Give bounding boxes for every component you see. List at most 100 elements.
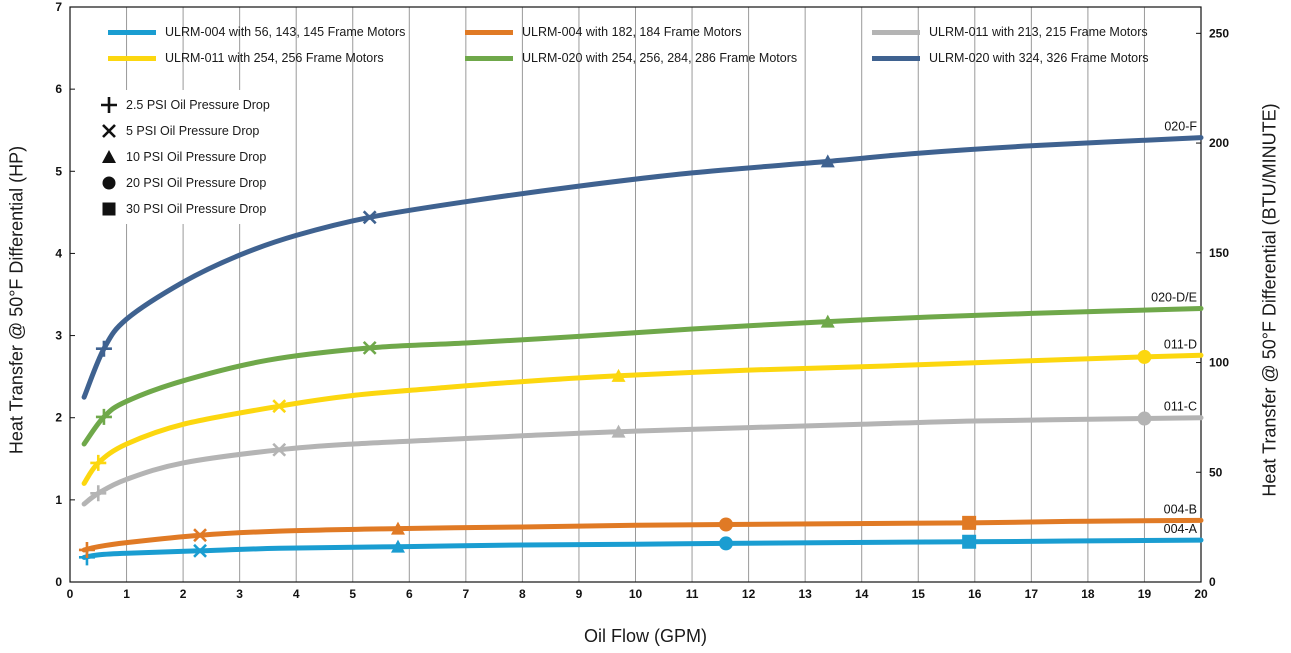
marker-cross-1 xyxy=(193,543,207,558)
marker-plus-21 xyxy=(95,340,112,357)
y-axis-label-left: Heat Transfer @ 50°F Differential (HP) xyxy=(2,0,32,653)
x-tick-label-18: 18 xyxy=(1081,587,1095,601)
y2-tick-label-0: 0 xyxy=(1209,575,1216,589)
y2-tick-label-2: 100 xyxy=(1209,356,1229,370)
legend-label-3: ULRM-011 with 254, 256 Frame Motors xyxy=(165,51,384,65)
marker-cross-6 xyxy=(193,528,207,543)
series-end-label-3: 011-D xyxy=(1164,337,1197,351)
plus-icon xyxy=(98,96,120,114)
legend-swatch-4 xyxy=(465,55,513,61)
y-tick-label-5: 5 xyxy=(55,164,62,178)
legend-item-series-3: ULRM-011 with 254, 256 Frame Motors xyxy=(108,49,384,67)
x-tick-label-6: 6 xyxy=(406,587,413,601)
x-tick-label-19: 19 xyxy=(1138,587,1152,601)
legend-label-0: ULRM-004 with 56, 143, 145 Frame Motors xyxy=(165,25,406,39)
x-tick-label-13: 13 xyxy=(798,587,812,601)
series-legend: ULRM-004 with 56, 143, 145 Frame Motors … xyxy=(108,23,1208,71)
legend-swatch-0 xyxy=(108,29,156,35)
series-end-label-0: 004-A xyxy=(1164,522,1198,536)
marker-cross-19 xyxy=(362,340,377,355)
x-tick-label-11: 11 xyxy=(686,587,699,601)
x-tick-label-16: 16 xyxy=(968,587,982,601)
series-line-0 xyxy=(81,537,1204,560)
y2-tick-label-3: 150 xyxy=(1209,246,1229,260)
marker-triangle-12 xyxy=(611,424,626,438)
legend-item-series-2: ULRM-011 with 213, 215 Frame Motors xyxy=(872,23,1148,41)
marker-cross-11 xyxy=(272,442,287,457)
y-tick-label-0: 0 xyxy=(55,575,62,589)
series-line-2 xyxy=(81,415,1204,507)
legend-item-series-4: ULRM-020 with 254, 256, 284, 286 Frame M… xyxy=(465,49,797,67)
marker-square-4 xyxy=(962,534,977,549)
x-tick-label-20: 20 xyxy=(1194,587,1208,601)
pressure-legend-item-plus: 2.5 PSI Oil Pressure Drop xyxy=(98,92,270,118)
marker-triangle-7 xyxy=(390,521,405,535)
series-end-label-2: 011-C xyxy=(1164,400,1197,414)
marker-circle-8 xyxy=(718,517,733,532)
circle-icon xyxy=(98,174,120,192)
square-icon xyxy=(98,200,120,218)
x-tick-label-9: 9 xyxy=(576,587,583,601)
x-tick-label-2: 2 xyxy=(180,587,187,601)
y-axis-title-right: Heat Transfer @ 50°F Differential (BTU/M… xyxy=(1259,103,1280,497)
pressure-drop-legend: 2.5 PSI Oil Pressure Drop 5 PSI Oil Pres… xyxy=(96,90,276,224)
y-tick-label-2: 2 xyxy=(55,411,62,425)
pressure-legend-label-0: 2.5 PSI Oil Pressure Drop xyxy=(126,98,270,112)
legend-swatch-3 xyxy=(108,55,156,61)
legend-swatch-1 xyxy=(465,29,513,35)
marker-plus-10 xyxy=(90,485,107,502)
x-tick-label-15: 15 xyxy=(912,587,926,601)
cross-icon xyxy=(98,122,120,140)
series-line-5 xyxy=(81,135,1204,400)
x-tick-label-14: 14 xyxy=(855,587,869,601)
y2-tick-label-5: 250 xyxy=(1209,26,1229,40)
legend-label-4: ULRM-020 with 254, 256, 284, 286 Frame M… xyxy=(522,51,798,65)
x-tick-label-5: 5 xyxy=(349,587,356,601)
legend-label-2: ULRM-011 with 213, 215 Frame Motors xyxy=(929,25,1148,39)
series-end-label-1: 004-B xyxy=(1164,502,1197,516)
x-tick-label-7: 7 xyxy=(463,587,470,601)
pressure-legend-label-3: 20 PSI Oil Pressure Drop xyxy=(126,176,267,190)
y2-tick-label-4: 200 xyxy=(1209,136,1229,150)
y-tick-label-3: 3 xyxy=(55,329,62,343)
x-tick-label-17: 17 xyxy=(1025,587,1039,601)
y2-tick-label-1: 50 xyxy=(1209,465,1223,479)
pressure-legend-item-cross: 5 PSI Oil Pressure Drop xyxy=(98,118,270,144)
triangle-icon xyxy=(98,148,120,166)
pressure-legend-item-square: 30 PSI Oil Pressure Drop xyxy=(98,196,270,222)
legend-item-series-1: ULRM-004 with 182, 184 Frame Motors xyxy=(465,23,742,41)
marker-plus-5 xyxy=(78,541,95,558)
series-end-label-4: 020-D/E xyxy=(1151,290,1197,304)
x-tick-label-3: 3 xyxy=(236,587,243,601)
series-end-label-5: 020-F xyxy=(1164,120,1197,134)
legend-item-series-5: ULRM-020 with 324, 326 Frame Motors xyxy=(872,49,1149,67)
marker-square-9 xyxy=(962,515,977,530)
marker-circle-17 xyxy=(1137,349,1152,364)
pressure-legend-label-1: 5 PSI Oil Pressure Drop xyxy=(126,124,260,138)
marker-triangle-2 xyxy=(390,539,405,553)
x-tick-label-10: 10 xyxy=(629,587,643,601)
y-tick-label-6: 6 xyxy=(55,82,62,96)
x-tick-label-12: 12 xyxy=(742,587,756,601)
marker-triangle-16 xyxy=(611,368,626,382)
y-tick-label-4: 4 xyxy=(55,246,62,260)
y-tick-label-7: 7 xyxy=(55,0,62,14)
pressure-legend-item-circle: 20 PSI Oil Pressure Drop xyxy=(98,170,270,196)
x-tick-label-0: 0 xyxy=(67,587,74,601)
legend-label-1: ULRM-004 with 182, 184 Frame Motors xyxy=(522,25,742,39)
x-tick-label-1: 1 xyxy=(123,587,130,601)
legend-swatch-5 xyxy=(872,55,920,61)
marker-circle-13 xyxy=(1137,411,1152,426)
y-axis-label-right: Heat Transfer @ 50°F Differential (BTU/M… xyxy=(1255,0,1285,653)
marker-triangle-23 xyxy=(820,154,835,168)
legend-item-series-0: ULRM-004 with 56, 143, 145 Frame Motors xyxy=(108,23,405,41)
y-axis-title-left: Heat Transfer @ 50°F Differential (HP) xyxy=(6,145,27,455)
marker-circle-3 xyxy=(718,536,733,551)
x-axis-title: Oil Flow (GPM) xyxy=(584,626,707,646)
series-line-4 xyxy=(81,306,1204,447)
marker-plus-18 xyxy=(95,408,112,425)
marker-plus-14 xyxy=(90,454,107,471)
x-tick-label-4: 4 xyxy=(293,587,300,601)
